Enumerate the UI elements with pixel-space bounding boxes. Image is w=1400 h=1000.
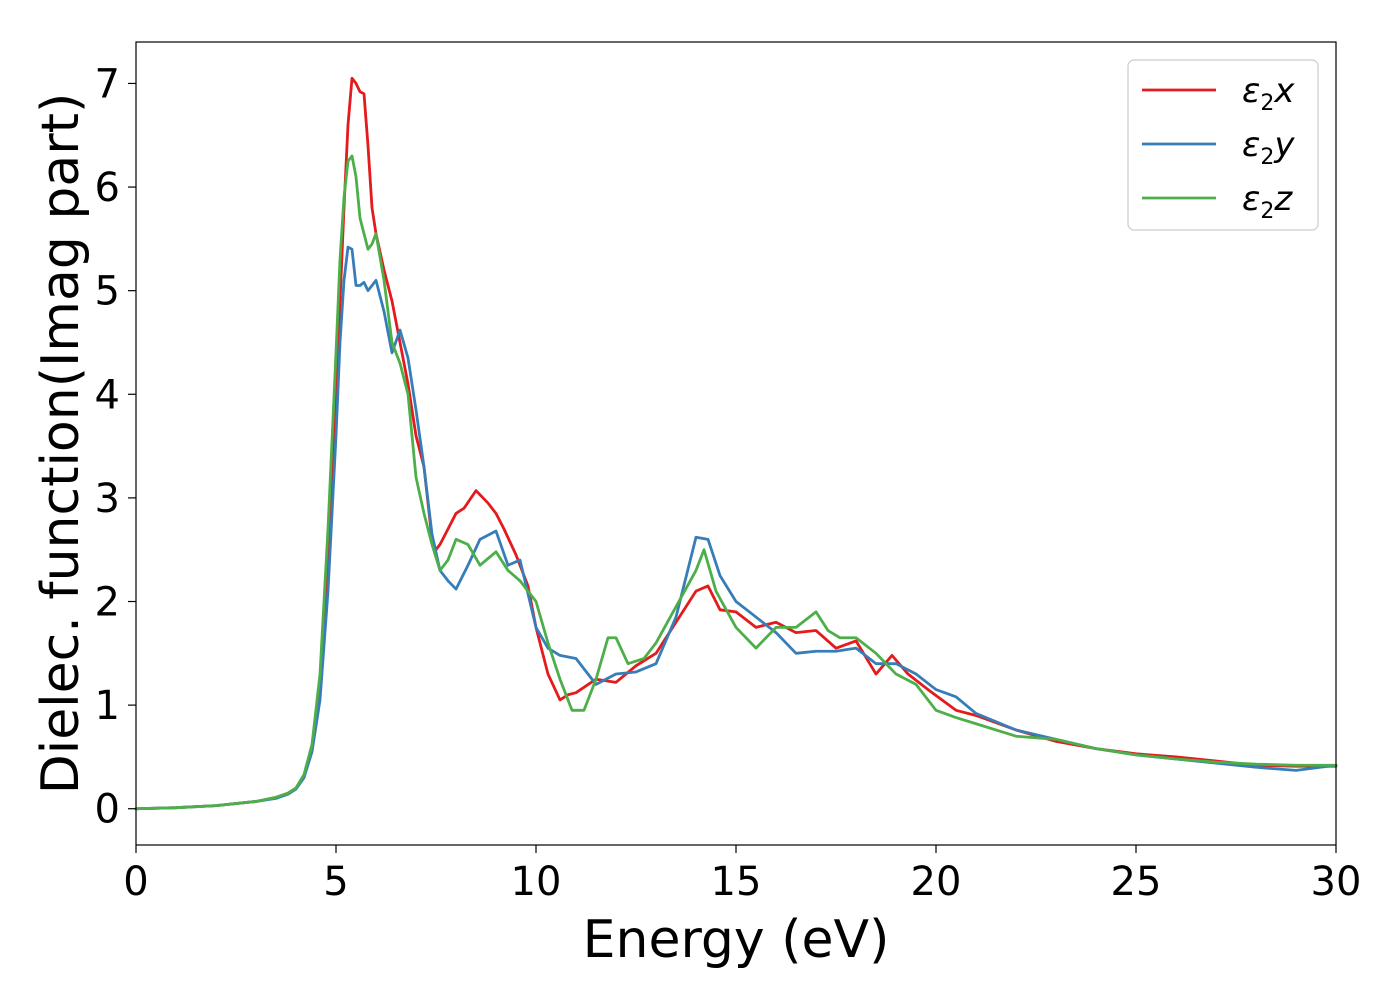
legend-label-z: ε2z	[1242, 179, 1293, 224]
y-tick-label: 4	[95, 372, 120, 418]
y-axis-ticks: 0 1 2 3 4 5 6 7	[95, 61, 136, 833]
x-tick-label: 20	[911, 859, 962, 905]
legend: ε2x ε2y ε2z	[1127, 59, 1319, 231]
y-tick-label: 0	[95, 787, 120, 833]
x-axis-label: Energy (eV)	[583, 910, 890, 970]
y-tick-label: 7	[95, 61, 120, 107]
y-tick-label: 2	[95, 580, 120, 626]
series-line-y	[134, 245, 1338, 811]
x-tick-label: 10	[511, 859, 562, 905]
y-axis-label: Dielec. function(Imag part)	[31, 93, 91, 795]
series-line-z	[134, 154, 1338, 811]
legend-box	[1127, 59, 1319, 231]
y-tick-label: 1	[95, 683, 120, 729]
y-tick-label: 5	[95, 269, 120, 315]
series-layer	[134, 76, 1338, 811]
x-tick-label: 0	[123, 859, 148, 905]
legend-label-x: ε2x	[1242, 71, 1295, 116]
legend-label-y: ε2y	[1242, 125, 1295, 170]
x-tick-label: 5	[323, 859, 348, 905]
y-tick-label: 3	[95, 476, 120, 522]
x-tick-label: 15	[711, 859, 762, 905]
x-axis-ticks: 0 5 10 15 20 25 30	[123, 845, 1361, 905]
y-tick-label: 6	[95, 165, 120, 211]
x-tick-label: 30	[1311, 859, 1362, 905]
x-tick-label: 25	[1111, 859, 1162, 905]
